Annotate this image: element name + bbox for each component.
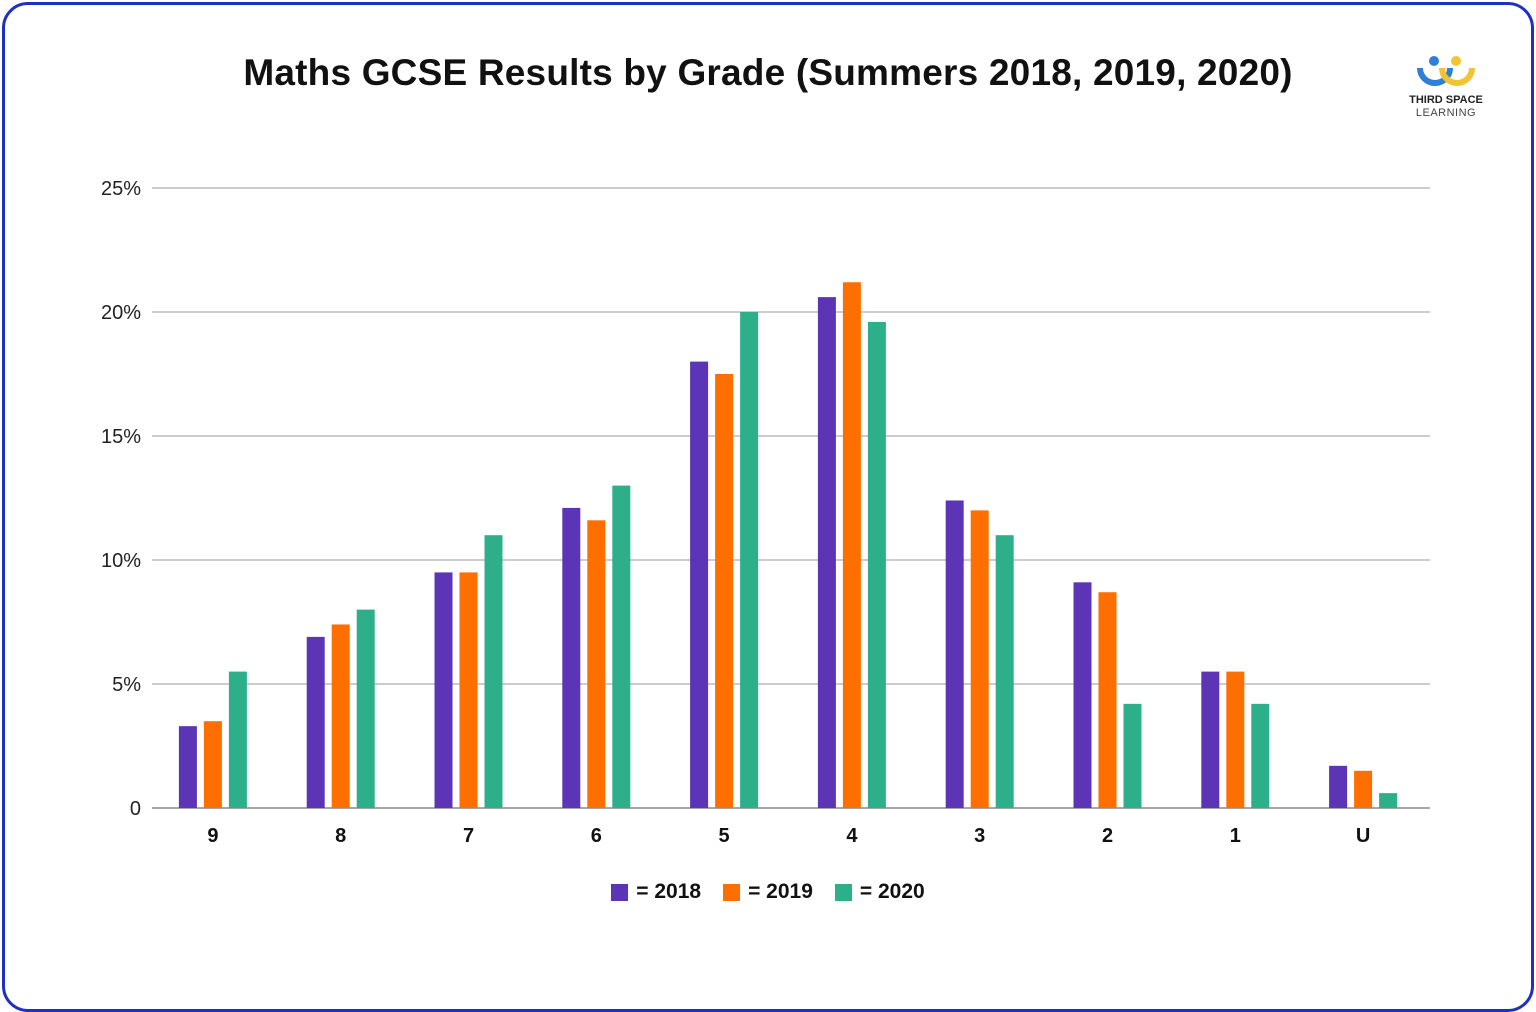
- bar-2019-grade-7: [459, 572, 478, 808]
- third-space-learning-logo: THIRD SPACE LEARNING: [1398, 52, 1494, 122]
- logo-text-line1: THIRD SPACE: [1409, 94, 1483, 106]
- bar-2020-grade-7: [484, 535, 503, 808]
- bar-2018-grade-5: [690, 361, 709, 808]
- x-tick-label: 3: [974, 825, 985, 847]
- bar-2019-grade-U: [1354, 770, 1373, 808]
- bar-2020-grade-6: [612, 485, 631, 808]
- bar-2019-grade-2: [1098, 592, 1117, 808]
- bar-2020-grade-2: [1123, 703, 1142, 808]
- bar-2018-grade-8: [306, 636, 325, 808]
- y-tick-label: 10%: [101, 550, 141, 572]
- legend-item-2019: = 2019: [723, 880, 813, 904]
- x-tick-label: 8: [335, 825, 346, 847]
- x-tick-label: 1: [1230, 825, 1241, 847]
- bar-2018-grade-1: [1201, 671, 1220, 808]
- legend-swatch-2019: [723, 883, 741, 901]
- y-tick-label: 25%: [101, 178, 141, 200]
- x-tick-label: 2: [1102, 825, 1113, 847]
- bar-2020-grade-8: [356, 609, 375, 808]
- bar-2020-grade-3: [995, 535, 1014, 808]
- legend-label-2020: = 2020: [859, 880, 925, 903]
- chart-title: Maths GCSE Results by Grade (Summers 201…: [243, 52, 1293, 93]
- bar-2020-grade-4: [867, 321, 886, 808]
- x-tick-label: 7: [463, 825, 474, 847]
- x-tick-label: U: [1356, 825, 1370, 847]
- y-tick-label: 5%: [112, 674, 141, 696]
- bar-2018-grade-U: [1329, 765, 1348, 808]
- x-tick-label: 5: [719, 825, 730, 847]
- bar-2018-grade-7: [434, 572, 453, 808]
- bar-2020-grade-5: [740, 312, 759, 808]
- bar-2019-grade-3: [970, 510, 989, 808]
- x-tick-label: 4: [846, 825, 858, 847]
- y-tick-label: 15%: [101, 426, 141, 448]
- legend-label-2018: = 2018: [636, 880, 702, 903]
- legend-swatch-2020: [834, 883, 852, 901]
- bar-2019-grade-8: [331, 624, 350, 808]
- bar-2018-grade-4: [817, 297, 836, 808]
- bar-2019-grade-1: [1226, 671, 1245, 808]
- bar-2018-grade-2: [1073, 582, 1092, 808]
- bar-2019-grade-9: [203, 721, 222, 808]
- x-tick-label: 6: [591, 825, 602, 847]
- bar-2019-grade-5: [715, 374, 734, 808]
- legend-item-2020: = 2020: [834, 880, 925, 904]
- logo-icon: [1417, 56, 1475, 86]
- y-tick-label: 20%: [101, 302, 141, 324]
- x-tick-label: 9: [207, 825, 218, 847]
- logo-text-line2: LEARNING: [1415, 107, 1477, 119]
- bar-2018-grade-9: [178, 726, 197, 808]
- legend-item-2018: = 2018: [611, 880, 701, 904]
- bar-2019-grade-6: [587, 520, 606, 808]
- bar-2020-grade-1: [1251, 703, 1270, 808]
- y-tick-label: 0: [130, 798, 141, 820]
- legend-swatch-2018: [611, 883, 629, 901]
- bar-2018-grade-3: [945, 500, 964, 808]
- legend-label-2019: = 2019: [748, 880, 813, 903]
- bar-2020-grade-9: [228, 671, 247, 808]
- bar-2018-grade-6: [562, 507, 581, 808]
- bar-2019-grade-4: [842, 282, 861, 808]
- legend: = 2018 = 2019 = 2020: [0, 880, 1536, 904]
- bar-2020-grade-U: [1379, 793, 1398, 808]
